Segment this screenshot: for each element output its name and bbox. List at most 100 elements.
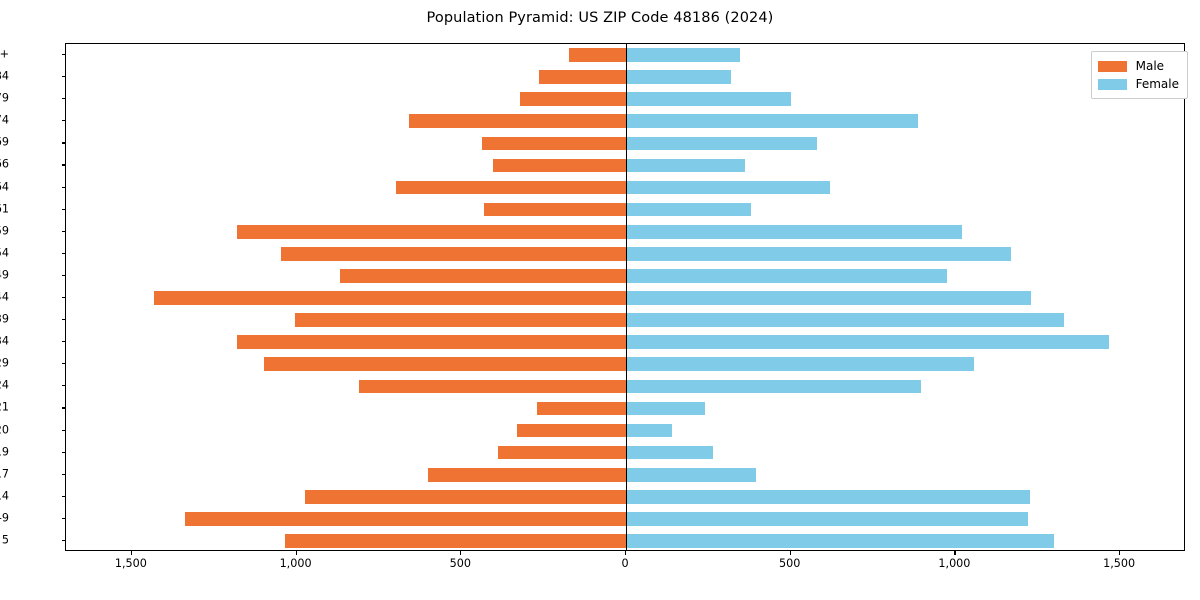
xtick-label-1: 1,000 [279, 557, 312, 570]
bar-female-45-49 [626, 269, 948, 283]
bar-female-60-61 [626, 202, 752, 217]
bar-male-62-64 [396, 180, 626, 195]
legend-swatch-female [1097, 78, 1127, 90]
bar-male-under-5 [285, 534, 626, 548]
bar-row [66, 136, 1184, 151]
bars-layer [66, 44, 1184, 550]
bar-male-75-79 [520, 92, 626, 107]
bar-row [66, 534, 1184, 548]
ytick-mark [61, 385, 65, 387]
bar-male-35-39 [294, 313, 626, 327]
bar-female-25-29 [626, 357, 974, 372]
bar-male-45-49 [339, 269, 626, 283]
bar-row [66, 357, 1184, 372]
ytick-label-40-44: 40-44 [0, 290, 9, 304]
bar-female-21 [626, 401, 706, 416]
bar-female-20 [626, 423, 673, 438]
bar-female-65-66 [626, 158, 745, 173]
bar-female-62-64 [626, 180, 831, 195]
ytick-mark [61, 186, 65, 188]
ytick-label-80-84: 80-84 [0, 69, 9, 83]
ytick-mark [61, 539, 65, 542]
bar-male-25-29 [263, 357, 626, 372]
ytick-label-5-9: 5-9 [0, 511, 9, 525]
ytick-mark [61, 76, 65, 78]
xtick-label-4: 500 [779, 557, 801, 570]
ytick-mark [61, 407, 65, 409]
ytick-label-75-79: 75-79 [0, 91, 9, 105]
bar-male-5-9 [184, 512, 626, 526]
legend-label-male: Male [1135, 59, 1165, 73]
ytick-mark [61, 208, 65, 210]
bar-row [66, 202, 1184, 217]
bar-male-50-54 [280, 246, 626, 261]
legend-entry-female[interactable]: Female [1097, 75, 1179, 93]
bar-female-85- [626, 48, 741, 62]
bar-male-67-69 [481, 136, 626, 151]
ytick-label-62-64: 62-64 [0, 180, 9, 194]
ytick-label-25-29: 25-29 [0, 356, 9, 370]
bar-female-18-19 [626, 445, 714, 460]
ytick-mark [61, 274, 65, 277]
ytick-mark [61, 252, 65, 254]
xtick-mark [789, 551, 791, 555]
ytick-label-30-34: 30-34 [0, 334, 9, 348]
xtick-mark [460, 551, 462, 555]
bar-row [66, 92, 1184, 107]
bar-female-55-59 [626, 224, 962, 239]
ytick-mark [61, 164, 65, 166]
bar-male-30-34 [237, 335, 626, 349]
bar-row [66, 335, 1184, 349]
bar-female-5-9 [626, 512, 1028, 526]
bar-row [66, 114, 1184, 129]
bar-female-50-54 [626, 246, 1012, 261]
ytick-label-67-69: 67-69 [0, 135, 9, 149]
ytick-label-22-24: 22-24 [0, 378, 9, 392]
bar-row [66, 512, 1184, 526]
bar-female-15-17 [626, 467, 757, 482]
chart-legend: Male Female [1090, 51, 1188, 99]
xtick-mark [1119, 551, 1121, 555]
bar-male-18-19 [497, 445, 626, 460]
ytick-mark [61, 230, 65, 232]
bar-male-55-59 [236, 224, 626, 239]
xtick-label-6: 1,500 [1103, 557, 1136, 570]
bar-female-under-5 [626, 534, 1055, 548]
zero-axis-line [626, 44, 628, 550]
bar-row [66, 423, 1184, 438]
bar-male-65-66 [492, 158, 626, 173]
bar-male-22-24 [359, 379, 626, 394]
ytick-mark [61, 120, 65, 122]
ytick-label-55-59: 55-59 [0, 224, 9, 238]
ytick-label-under-5: Under 5 [0, 533, 9, 547]
ytick-label-45-49: 45-49 [0, 268, 9, 282]
legend-entry-male[interactable]: Male [1097, 57, 1179, 75]
ytick-label-50-54: 50-54 [0, 246, 9, 260]
xtick-label-3: 0 [621, 557, 629, 570]
plot-area [65, 43, 1185, 551]
xtick-mark [625, 551, 627, 555]
bar-row [66, 291, 1184, 305]
ytick-label-21: 21 [0, 400, 9, 414]
xtick-mark [130, 551, 133, 555]
bar-row [66, 48, 1184, 62]
ytick-label-70-74: 70-74 [0, 113, 9, 127]
ytick-mark [61, 473, 65, 475]
bar-female-67-69 [626, 136, 818, 151]
bar-row [66, 158, 1184, 173]
bar-row [66, 445, 1184, 460]
xtick-label-2: 500 [449, 557, 471, 570]
chart-title: Population Pyramid: US ZIP Code 48186 (2… [426, 10, 774, 26]
ytick-label-18-19: 18-19 [0, 445, 9, 459]
ytick-mark [61, 429, 65, 431]
bar-male-20 [517, 423, 626, 438]
bar-female-30-34 [626, 335, 1109, 349]
bar-female-35-39 [626, 313, 1065, 327]
bar-female-75-79 [626, 92, 791, 107]
bar-row [66, 379, 1184, 394]
ytick-label-10-14: 10-14 [0, 489, 9, 503]
xtick-label-0: 1,500 [114, 557, 147, 570]
bar-female-80-84 [626, 70, 731, 84]
bar-female-22-24 [626, 379, 921, 394]
